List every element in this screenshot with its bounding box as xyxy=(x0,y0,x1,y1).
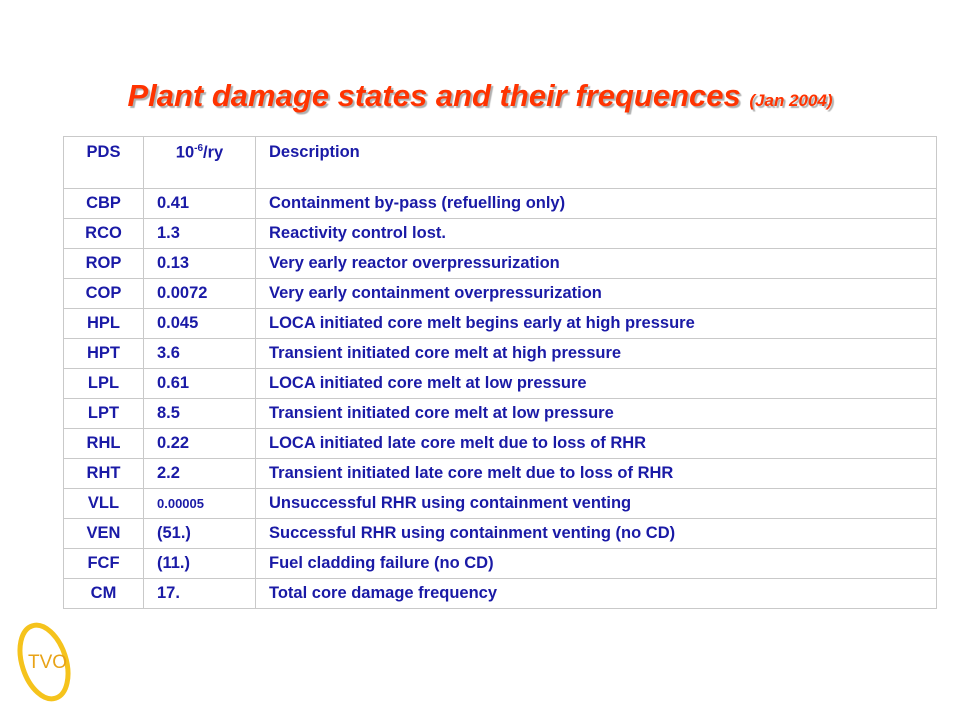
pds-code-cell: COP xyxy=(63,278,144,309)
pds-code-cell: VEN xyxy=(63,518,144,549)
pds-code-cell: LPL xyxy=(63,368,144,399)
table-row: FCF (11.) Fuel cladding failure (no CD) xyxy=(63,548,937,579)
frequency-cell: 0.00005 xyxy=(143,488,256,519)
header-freq-unit: /ry xyxy=(203,143,224,162)
header-pds: PDS xyxy=(63,136,144,189)
description-cell: Successful RHR using containment venting… xyxy=(255,518,937,549)
pds-code-cell: CM xyxy=(63,578,144,609)
table-header-row: PDS 10-6/ry Description xyxy=(63,136,937,189)
frequency-cell: 8.5 xyxy=(143,398,256,429)
pds-frequency-table: PDS 10-6/ry Description CBP 0.41 Containme… xyxy=(63,136,937,609)
frequency-cell: (11.) xyxy=(143,548,256,579)
frequency-cell: 0.61 xyxy=(143,368,256,399)
table-row: RHT 2.2 Transient initiated late core melt… xyxy=(63,458,937,489)
pds-code-cell: HPT xyxy=(63,338,144,369)
table-row: ROP 0.13 Very early reactor overpressuriza… xyxy=(63,248,937,279)
description-cell: LOCA initiated core melt begins early at… xyxy=(255,308,937,339)
description-cell: Very early reactor overpressurization xyxy=(255,248,937,279)
title-main: Plant damage states and their frequences xyxy=(127,78,741,113)
title-date: (Jan 2004) xyxy=(749,91,833,110)
frequency-cell: 0.13 xyxy=(143,248,256,279)
description-cell: LOCA initiated core melt at low pressure xyxy=(255,368,937,399)
logo-text: TVO xyxy=(28,652,67,673)
pds-code-cell: RHT xyxy=(63,458,144,489)
slide-title: Plant damage states and their frequences… xyxy=(0,78,960,114)
frequency-cell: 2.2 xyxy=(143,458,256,489)
table-row: HPL 0.045 LOCA initiated core melt begins … xyxy=(63,308,937,339)
tvo-logo: TVO xyxy=(17,622,71,702)
table-row: CBP 0.41 Containment by-pass (refuelling o… xyxy=(63,188,937,219)
pds-code-cell: CBP xyxy=(63,188,144,219)
frequency-cell: 0.22 xyxy=(143,428,256,459)
frequency-cell: 0.41 xyxy=(143,188,256,219)
table-row: RHL 0.22 LOCA initiated late core melt due… xyxy=(63,428,937,459)
table-row: RCO 1.3 Reactivity control lost. xyxy=(63,218,937,249)
description-cell: Transient initiated late core melt due t… xyxy=(255,458,937,489)
pds-code-cell: ROP xyxy=(63,248,144,279)
description-cell: Very early containment overpressurizatio… xyxy=(255,278,937,309)
frequency-cell: 17. xyxy=(143,578,256,609)
description-cell: Unsuccessful RHR using containment venti… xyxy=(255,488,937,519)
description-cell: Fuel cladding failure (no CD) xyxy=(255,548,937,579)
table-row: CM 17. Total core damage frequency xyxy=(63,578,937,609)
frequency-cell: 3.6 xyxy=(143,338,256,369)
description-cell: LOCA initiated late core melt due to los… xyxy=(255,428,937,459)
description-cell: Transient initiated core melt at low pre… xyxy=(255,398,937,429)
header-frequency: 10-6/ry xyxy=(143,136,256,189)
pds-code-cell: VLL xyxy=(63,488,144,519)
table-row: LPT 8.5 Transient initiated core melt at l… xyxy=(63,398,937,429)
frequency-cell: 0.045 xyxy=(143,308,256,339)
pds-code-cell: LPT xyxy=(63,398,144,429)
description-cell: Containment by-pass (refuelling only) xyxy=(255,188,937,219)
frequency-cell: 0.0072 xyxy=(143,278,256,309)
pds-code-cell: RHL xyxy=(63,428,144,459)
description-cell: Total core damage frequency xyxy=(255,578,937,609)
logo-ring-icon xyxy=(17,622,71,702)
table-row: VLL 0.00005 Unsuccessful RHR using contain… xyxy=(63,488,937,519)
pds-code-cell: HPL xyxy=(63,308,144,339)
description-cell: Transient initiated core melt at high pr… xyxy=(255,338,937,369)
table-row: COP 0.0072 Very early containment overpres… xyxy=(63,278,937,309)
table-row: LPL 0.61 LOCA initiated core melt at low p… xyxy=(63,368,937,399)
table-row: VEN (51.) Successful RHR using containment… xyxy=(63,518,937,549)
pds-code-cell: RCO xyxy=(63,218,144,249)
header-freq-exponent: -6 xyxy=(194,143,204,154)
frequency-cell: 1.3 xyxy=(143,218,256,249)
description-cell: Reactivity control lost. xyxy=(255,218,937,249)
header-description: Description xyxy=(255,136,937,189)
header-freq-base: 10 xyxy=(175,143,195,162)
table-row: HPT 3.6 Transient initiated core melt at h… xyxy=(63,338,937,369)
pds-code-cell: FCF xyxy=(63,548,144,579)
frequency-cell: (51.) xyxy=(143,518,256,549)
